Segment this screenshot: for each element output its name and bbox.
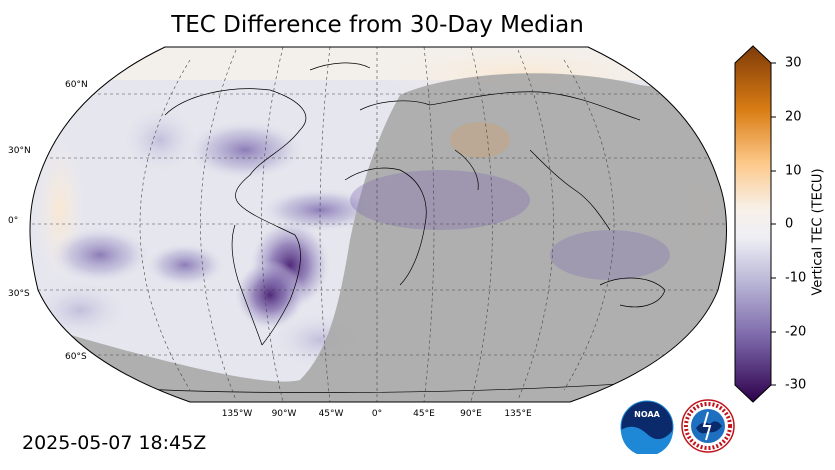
night-shading [30,73,727,402]
tec-anomaly-night [550,230,670,280]
colorbar-tick-20: 20 [785,109,802,125]
map-title: TEC Difference from 30-Day Median [171,12,584,38]
colorbar-tick-neg30: -30 [785,377,807,393]
lon-label-45w: 45°W [318,409,344,419]
noaa-logo: NOAA [620,400,674,454]
globe-outline [29,46,727,403]
tec-anomaly-deep [235,260,305,330]
tec-anomaly-light [120,105,200,175]
lon-label-90w: 90°W [271,409,297,419]
tec-anomaly-mid [50,227,150,283]
coastlines [79,62,681,394]
lon-label-135w: 135°W [221,409,253,419]
tec-anomaly-night [450,122,510,158]
lat-label-30s: 30°S [8,289,30,299]
colorbar-tick-neg20: -20 [785,324,807,340]
lat-label-0: 0° [8,216,19,226]
lon-label-135e: 135°E [504,409,532,419]
lat-label-60s: 60°S [65,352,87,362]
nws-logo [681,399,735,453]
colorbar-tick-10: 10 [785,163,802,179]
timestamp: 2025-05-07 18:45Z [22,432,207,454]
graticule [30,47,727,402]
lat-label-30n: 30°N [8,146,31,156]
colorbar-tick-0: 0 [785,216,794,232]
colorbar-tick-30: 30 [785,55,802,71]
tec-anomaly-night [350,170,530,230]
lon-label-90e: 90°E [460,409,482,419]
lon-label-45e: 45°E [413,409,435,419]
tec-anomaly-mid [145,243,225,287]
lon-label-0: 0° [371,409,383,419]
colorbar-label: Vertical TEC (TECU) [810,168,826,296]
svg-text:NOAA: NOAA [634,410,660,419]
lat-label-60n: 60°N [65,80,88,90]
colorbar-ticks [771,62,776,386]
colorbar-tick-neg10: -10 [785,270,807,286]
colorbar-fill [734,45,772,403]
tec-anomaly-mid [185,120,305,180]
